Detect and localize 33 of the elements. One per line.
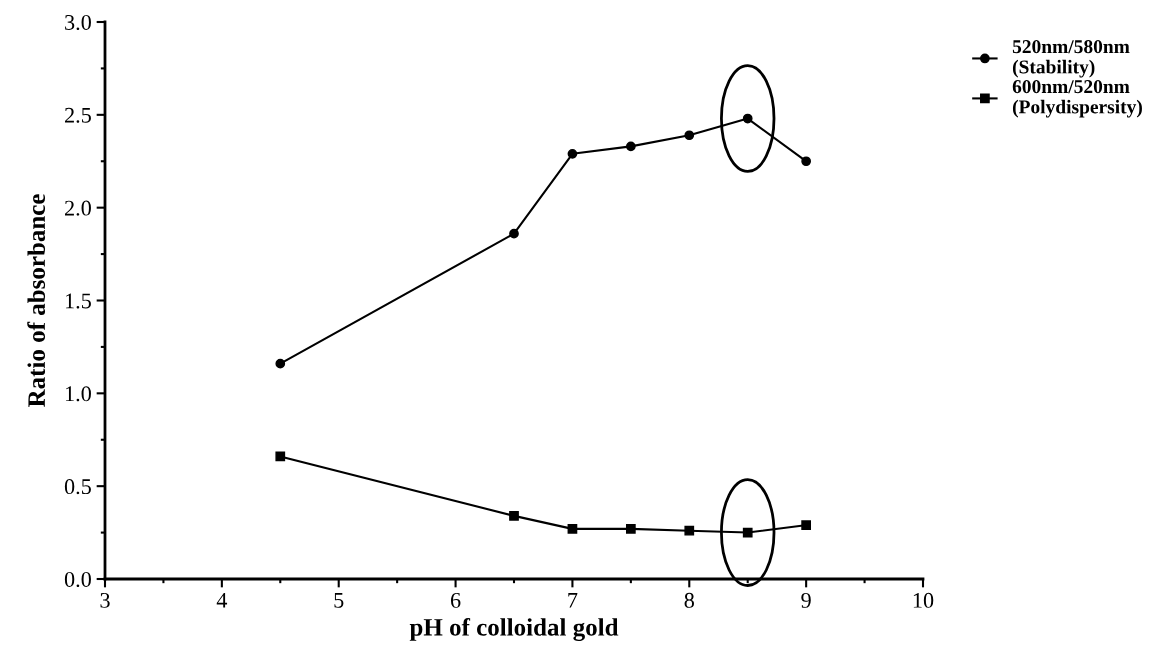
point <box>567 524 578 534</box>
point <box>625 524 636 534</box>
point <box>275 451 286 462</box>
x-axis-title: pH of colloidal gold <box>409 617 619 642</box>
y-axis-title: Ratio of absorbance <box>27 194 46 408</box>
point <box>509 511 519 521</box>
legend-label: 600nm/520nm (Polydispersity) <box>1012 80 1142 118</box>
y-tick-label: 0.0 <box>64 571 91 588</box>
y-tick-label: 0.5 <box>64 479 91 495</box>
point <box>742 527 753 538</box>
x-tick-label: 5 <box>334 593 344 608</box>
y-tick-label: 1.5 <box>65 293 91 309</box>
point <box>684 525 695 536</box>
y-tick-label: 2.5 <box>65 107 91 123</box>
point <box>275 358 286 369</box>
y-tick-label: 1.0 <box>65 386 91 402</box>
x-tick-label: 4 <box>216 592 228 608</box>
y-tick-label: 3.0 <box>65 14 91 31</box>
x-tick-label: 7 <box>568 593 578 608</box>
x-tick-label: 8 <box>684 592 694 608</box>
legend-label: 520nm/580nm (Stability) <box>1012 40 1130 78</box>
x-tick-label: 3 <box>100 592 110 608</box>
point <box>625 141 636 152</box>
point <box>684 130 695 141</box>
point <box>567 148 578 159</box>
x-tick-label: 6 <box>450 592 461 608</box>
x-tick-label: 10 <box>913 592 934 608</box>
y-tick-label: 2.0 <box>65 200 91 216</box>
x-tick-label: 9 <box>801 592 811 608</box>
point <box>801 156 812 167</box>
point <box>509 228 519 239</box>
point <box>801 520 812 531</box>
point <box>742 113 753 124</box>
